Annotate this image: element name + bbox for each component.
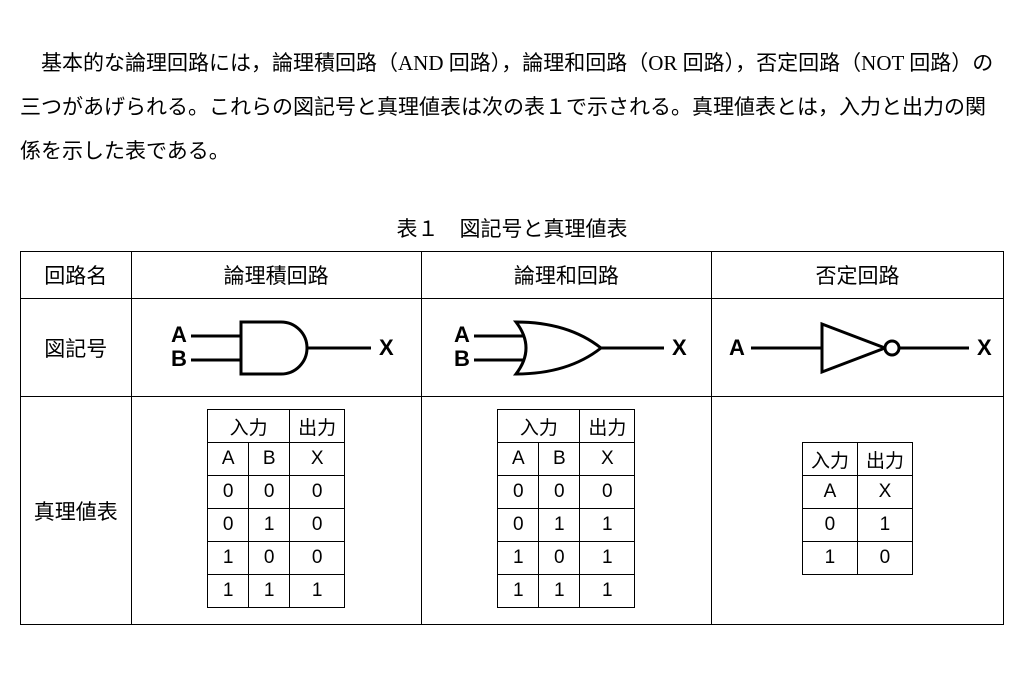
- and-gate-icon: A B X: [146, 308, 406, 388]
- or-gate-symbol: A B X: [421, 299, 711, 397]
- not-gate-symbol: A X: [711, 299, 1003, 397]
- not-gate-icon: A X: [717, 308, 997, 388]
- or-tt-in: 入力: [498, 410, 580, 443]
- or-in-a: A: [454, 322, 470, 347]
- not-tt-in: 入力: [802, 443, 857, 476]
- or-in-b: B: [454, 346, 470, 371]
- header-not: 否定回路: [711, 252, 1003, 299]
- table-caption: 表１ 図記号と真理値表: [20, 213, 1004, 243]
- rowlabel-symbol: 図記号: [21, 299, 132, 397]
- rowlabel-truth: 真理値表: [21, 397, 132, 625]
- or-tt-out: 出力: [580, 410, 635, 443]
- header-rowname: 回路名: [21, 252, 132, 299]
- not-out-x: X: [977, 335, 992, 360]
- or-truth-cell: 入力出力 ABX 000 011 101 111: [421, 397, 711, 625]
- or-gate-icon: A B X: [436, 308, 696, 388]
- and-tt-in: 入力: [208, 410, 290, 443]
- not-in-a: A: [729, 335, 745, 360]
- not-tt-out: 出力: [857, 443, 912, 476]
- header-and: 論理積回路: [131, 252, 421, 299]
- or-out-x: X: [672, 335, 687, 360]
- or-truth-table: 入力出力 ABX 000 011 101 111: [497, 409, 635, 608]
- and-in-a: A: [171, 322, 187, 347]
- and-tt-out: 出力: [290, 410, 345, 443]
- and-truth-cell: 入力出力 ABX 000 010 100 111: [131, 397, 421, 625]
- intro-text: 基本的な論理回路には，論理積回路（AND 回路），論理和回路（OR 回路），否定…: [20, 41, 1004, 173]
- not-truth-table: 入力出力 AX 01 10: [802, 442, 913, 575]
- header-or: 論理和回路: [421, 252, 711, 299]
- and-out-x: X: [379, 335, 394, 360]
- and-gate-symbol: A B X: [131, 299, 421, 397]
- not-truth-cell: 入力出力 AX 01 10: [711, 397, 1003, 625]
- and-truth-table: 入力出力 ABX 000 010 100 111: [207, 409, 345, 608]
- and-in-b: B: [171, 346, 187, 371]
- logic-gate-table: 回路名 論理積回路 論理和回路 否定回路 図記号 A B X: [20, 251, 1004, 625]
